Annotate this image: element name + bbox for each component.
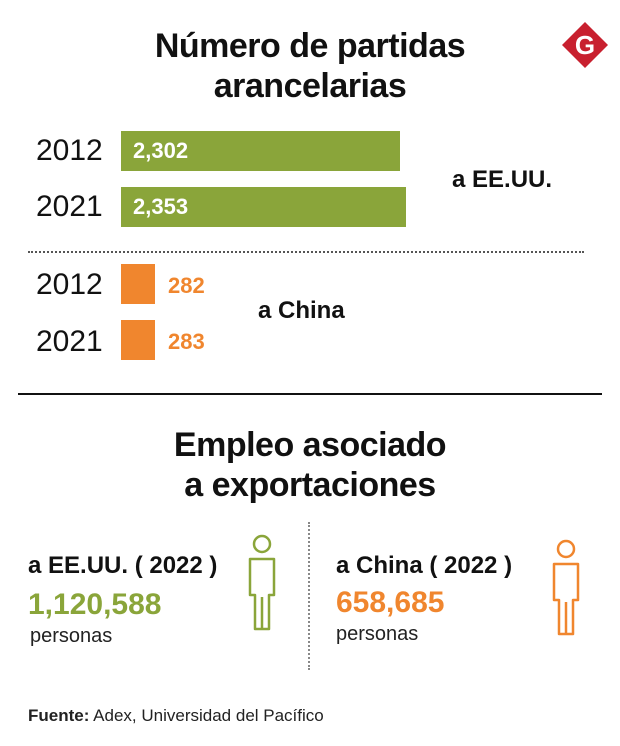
chart-title-line-1: Número de partidas — [154, 27, 466, 65]
employment-usa-label: a EE.UU. ( 2022 ) — [28, 552, 218, 579]
employment-divider — [308, 522, 310, 670]
year-label-china-2021: 2021 — [36, 325, 103, 358]
bar-label-usa-2012: 2,302 — [133, 138, 189, 163]
group-label-china: a China — [258, 297, 345, 324]
person-icon-usa — [248, 534, 276, 631]
group-divider — [28, 251, 584, 253]
source-note: Fuente: Adex, Universidad del Pacífico — [28, 705, 324, 727]
employment-china-unit: personas — [336, 623, 419, 645]
chart-title: Número de partidas arancelarias — [0, 26, 620, 106]
group-label-usa: a EE.UU. — [452, 166, 553, 193]
bar-china-2012 — [121, 264, 155, 304]
logo-diamond-shape — [562, 22, 608, 68]
bar-label-usa-2021: 2,353 — [133, 194, 189, 219]
bar-label-china-2021: 283 — [168, 329, 205, 354]
year-label-usa-2012: 2012 — [36, 134, 103, 167]
bar-label-china-2012: 282 — [168, 273, 205, 298]
source-text: Adex, Universidad del Pacífico — [89, 706, 324, 725]
chart-title-line-2: arancelarias — [213, 67, 407, 105]
gestion-logo: G — [562, 22, 608, 68]
employment-usa-value: 1,120,588 — [28, 588, 162, 621]
bar-usa-2012 — [121, 131, 400, 171]
bar-usa-2021 — [121, 187, 406, 227]
employment-title-line-1: Empleo asociado — [173, 426, 447, 464]
year-label-china-2012: 2012 — [36, 268, 103, 301]
year-label-usa-2021: 2021 — [36, 190, 103, 223]
employment-china-value: 658,685 — [336, 586, 445, 619]
person-icon-china — [552, 539, 580, 636]
section-divider — [18, 393, 602, 395]
employment-title: Empleo asociado a exportaciones — [0, 425, 620, 505]
employment-usa-unit: personas — [30, 625, 113, 647]
logo-letter: G — [575, 30, 595, 60]
bar-china-2021 — [121, 320, 155, 360]
employment-china-label: a China ( 2022 ) — [336, 552, 513, 579]
employment-title-line-2: a exportaciones — [184, 466, 436, 504]
source-label: Fuente: — [28, 706, 90, 725]
